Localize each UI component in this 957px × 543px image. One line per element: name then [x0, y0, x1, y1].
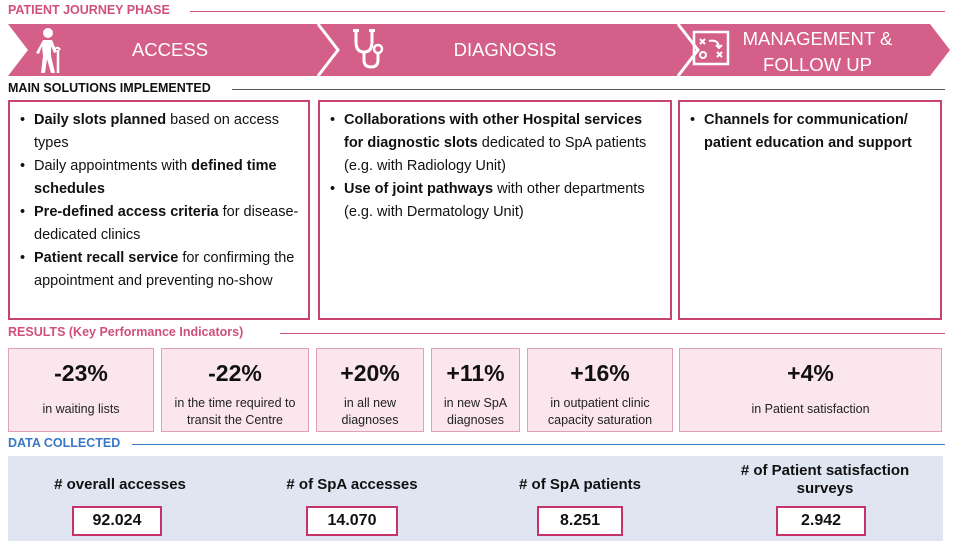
data-value: 8.251: [537, 506, 623, 536]
journey-phase-heading: PATIENT JOURNEY PHASE: [8, 3, 170, 17]
phase-management-line1: MANAGEMENT &: [742, 28, 893, 49]
kpi-card: +20% in all new diagnoses: [316, 348, 424, 432]
chevron-access: [8, 24, 338, 76]
chevron-separator: [676, 23, 700, 77]
data-label: # of Patient satisfaction surveys: [740, 462, 910, 497]
chevron-management: [678, 24, 950, 76]
strategy-board-icon: [692, 30, 730, 66]
kpi-description: in new SpA diagnoses: [443, 396, 508, 427]
data-label: # of SpA accesses: [286, 476, 418, 493]
list-item: Daily appointments with defined time sch…: [20, 155, 300, 201]
data-heading: DATA COLLECTED: [8, 436, 121, 450]
kpi-card: -23% in waiting lists: [8, 348, 154, 432]
list-item: Use of joint pathways with other departm…: [330, 178, 662, 224]
data-value: 92.024: [72, 506, 162, 536]
kpi-value: +4%: [787, 360, 834, 386]
kpi-card: +16% in outpatient clinic capacity satur…: [527, 348, 673, 432]
kpi-card: -22% in the time required to transit the…: [161, 348, 309, 432]
list-item: Patient recall service for confirming th…: [20, 247, 300, 293]
kpi-description: in outpatient clinic capacity saturation: [547, 396, 653, 427]
list-item: Pre-defined access criteria for disease-…: [20, 201, 300, 247]
phase-management-title: MANAGEMENT & FOLLOW UP: [730, 26, 905, 78]
kpi-description: in all new diagnoses: [341, 396, 399, 427]
phase-access-title: ACCESS: [131, 39, 209, 60]
kpi-description: in waiting lists: [42, 402, 120, 416]
journey-divider: [190, 11, 945, 12]
phase-chevrons: [8, 23, 950, 77]
solutions-diagnosis-box: Collaborations with other Hospital servi…: [318, 100, 672, 320]
data-value: 2.942: [776, 506, 866, 536]
stethoscope-icon: [353, 29, 384, 69]
results-divider: [280, 333, 945, 334]
results-heading: RESULTS (Key Performance Indicators): [8, 325, 244, 339]
solutions-management-box: Channels for communication/ patient educ…: [678, 100, 942, 320]
solutions-access-box: Daily slots planned based on access type…: [8, 100, 310, 320]
solutions-divider: [232, 89, 945, 90]
phase-management-line2: FOLLOW UP: [763, 54, 872, 75]
solutions-heading: MAIN SOLUTIONS IMPLEMENTED: [8, 81, 211, 95]
list-item: Daily slots planned based on access type…: [20, 109, 300, 155]
phase-diagnosis-title: DIAGNOSIS: [453, 39, 557, 60]
chevron-diagnosis: [318, 24, 698, 76]
kpi-value: +16%: [570, 360, 630, 386]
kpi-description: in the time required to transit the Cent…: [174, 396, 296, 427]
list-item: Collaborations with other Hospital servi…: [330, 109, 662, 178]
data-divider: [132, 444, 945, 445]
kpi-value: +11%: [446, 360, 505, 386]
elderly-person-with-cane-icon: [36, 28, 61, 73]
chevron-separator: [316, 23, 340, 77]
kpi-card: +4% in Patient satisfaction: [679, 348, 942, 432]
data-label: # overall accesses: [54, 476, 186, 493]
kpi-description: in Patient satisfaction: [751, 402, 870, 416]
data-value: 14.070: [306, 506, 398, 536]
list-item: Channels for communication/ patient educ…: [690, 109, 932, 155]
kpi-value: -23%: [54, 360, 108, 386]
kpi-value: +20%: [340, 360, 400, 386]
kpi-card: +11% in new SpA diagnoses: [431, 348, 520, 432]
kpi-value: -22%: [208, 360, 262, 386]
data-label: # of SpA patients: [519, 476, 641, 493]
